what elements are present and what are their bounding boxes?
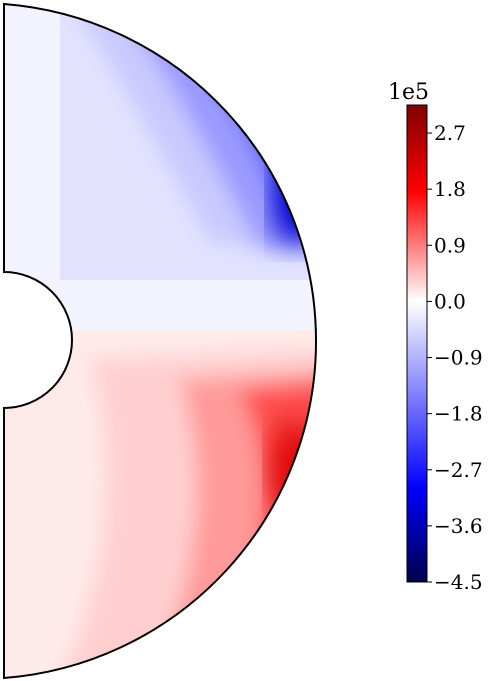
colorbar: 1e5 2.7 1.8 0.9 0.0 −0.9 −1.8 −2.7 −3.6 −4.5: [388, 80, 483, 594]
colorbar-tick-label: 1.8: [434, 177, 466, 201]
colorbar-tick-label: 0.0: [434, 289, 466, 313]
colorbar-bar: [406, 104, 428, 583]
colorbar-multiplier: 1e5: [388, 80, 429, 105]
colorbar-tick-label: −4.5: [434, 570, 483, 594]
colorbar-ticks: 2.7 1.8 0.9 0.0 −0.9 −1.8 −2.7 −3.6 −4.5: [427, 121, 483, 594]
colorbar-tick-label: −2.7: [434, 458, 483, 482]
colorbar-tick-label: 0.9: [434, 233, 466, 257]
domain-outline: [3, 2, 318, 680]
field-plot: [4, 4, 317, 678]
south-core: [272, 420, 317, 520]
colorbar-tick-label: −1.8: [434, 402, 483, 426]
colorbar-tick-label: −0.9: [434, 346, 483, 370]
colorbar-tick-label: −3.6: [434, 514, 483, 538]
colorbar-tick-label: 2.7: [434, 121, 466, 145]
